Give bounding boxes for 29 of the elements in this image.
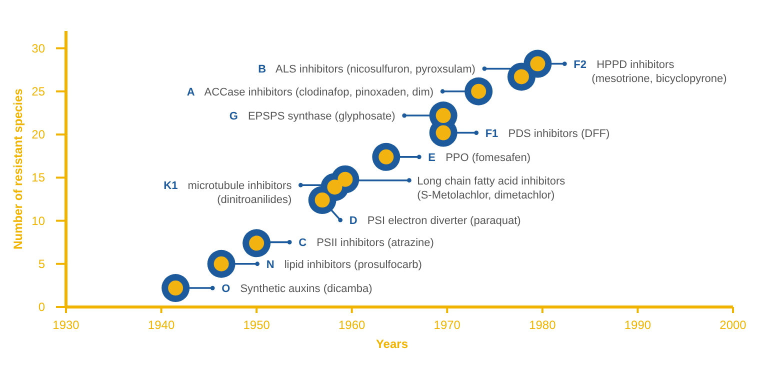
x-tick-label: 1960 — [338, 318, 366, 332]
annotation: A ACCase inhibitors (clodinafop, pinoxaden, dim) — [186, 86, 434, 98]
y-tick-label: 10 — [32, 214, 46, 228]
y-axis-title: Number of resistant species — [11, 88, 25, 250]
y-tick-label: 25 — [32, 84, 46, 98]
annotation: D PSI electron diverter (paraquat) — [349, 215, 521, 228]
x-tick-label: 1990 — [624, 318, 652, 332]
annotation: F2 HPPD inhibitors (mesotrione, bicyclopyrone) — [574, 58, 727, 85]
annotation: K1 microtubule inhibitors (dinitroanilides) — [164, 180, 292, 206]
annotation: C PSII inhibitors (atrazine) — [298, 237, 434, 250]
annotation: Long chain fatty acid inhibitors (S-Metolachlor, dimetachlor) — [417, 175, 566, 202]
x-tick-label: 1950 — [243, 318, 270, 332]
x-tick-label: 1930 — [52, 318, 80, 332]
y-tick-label: 15 — [32, 170, 46, 185]
annotation: E PPO (fomesafen) — [428, 152, 531, 164]
x-axis-title: Years — [376, 337, 408, 351]
x-tick-label: 1940 — [148, 318, 175, 332]
y-tick-label: 0 — [38, 300, 46, 314]
y-tick-label: 30 — [32, 41, 46, 56]
annotation: N lipid inhibitors (prosulfocarb) — [266, 258, 422, 271]
annotation: F1 PDS inhibitors (DFF) — [485, 128, 610, 140]
x-tick-label: 1970 — [434, 318, 461, 332]
annotation: O Synthetic auxins (dicamba) — [222, 283, 372, 296]
x-tick-label: 2000 — [720, 318, 747, 332]
y-tick-label: 5 — [38, 256, 46, 271]
y-tick-label: 20 — [32, 128, 46, 142]
annotation: G EPSPS synthase (glyphosate) — [229, 110, 396, 123]
annotation: B ALS inhibitors (nicosulfuron, pyroxsulam) — [258, 64, 476, 76]
x-tick-label: 1980 — [529, 318, 556, 332]
